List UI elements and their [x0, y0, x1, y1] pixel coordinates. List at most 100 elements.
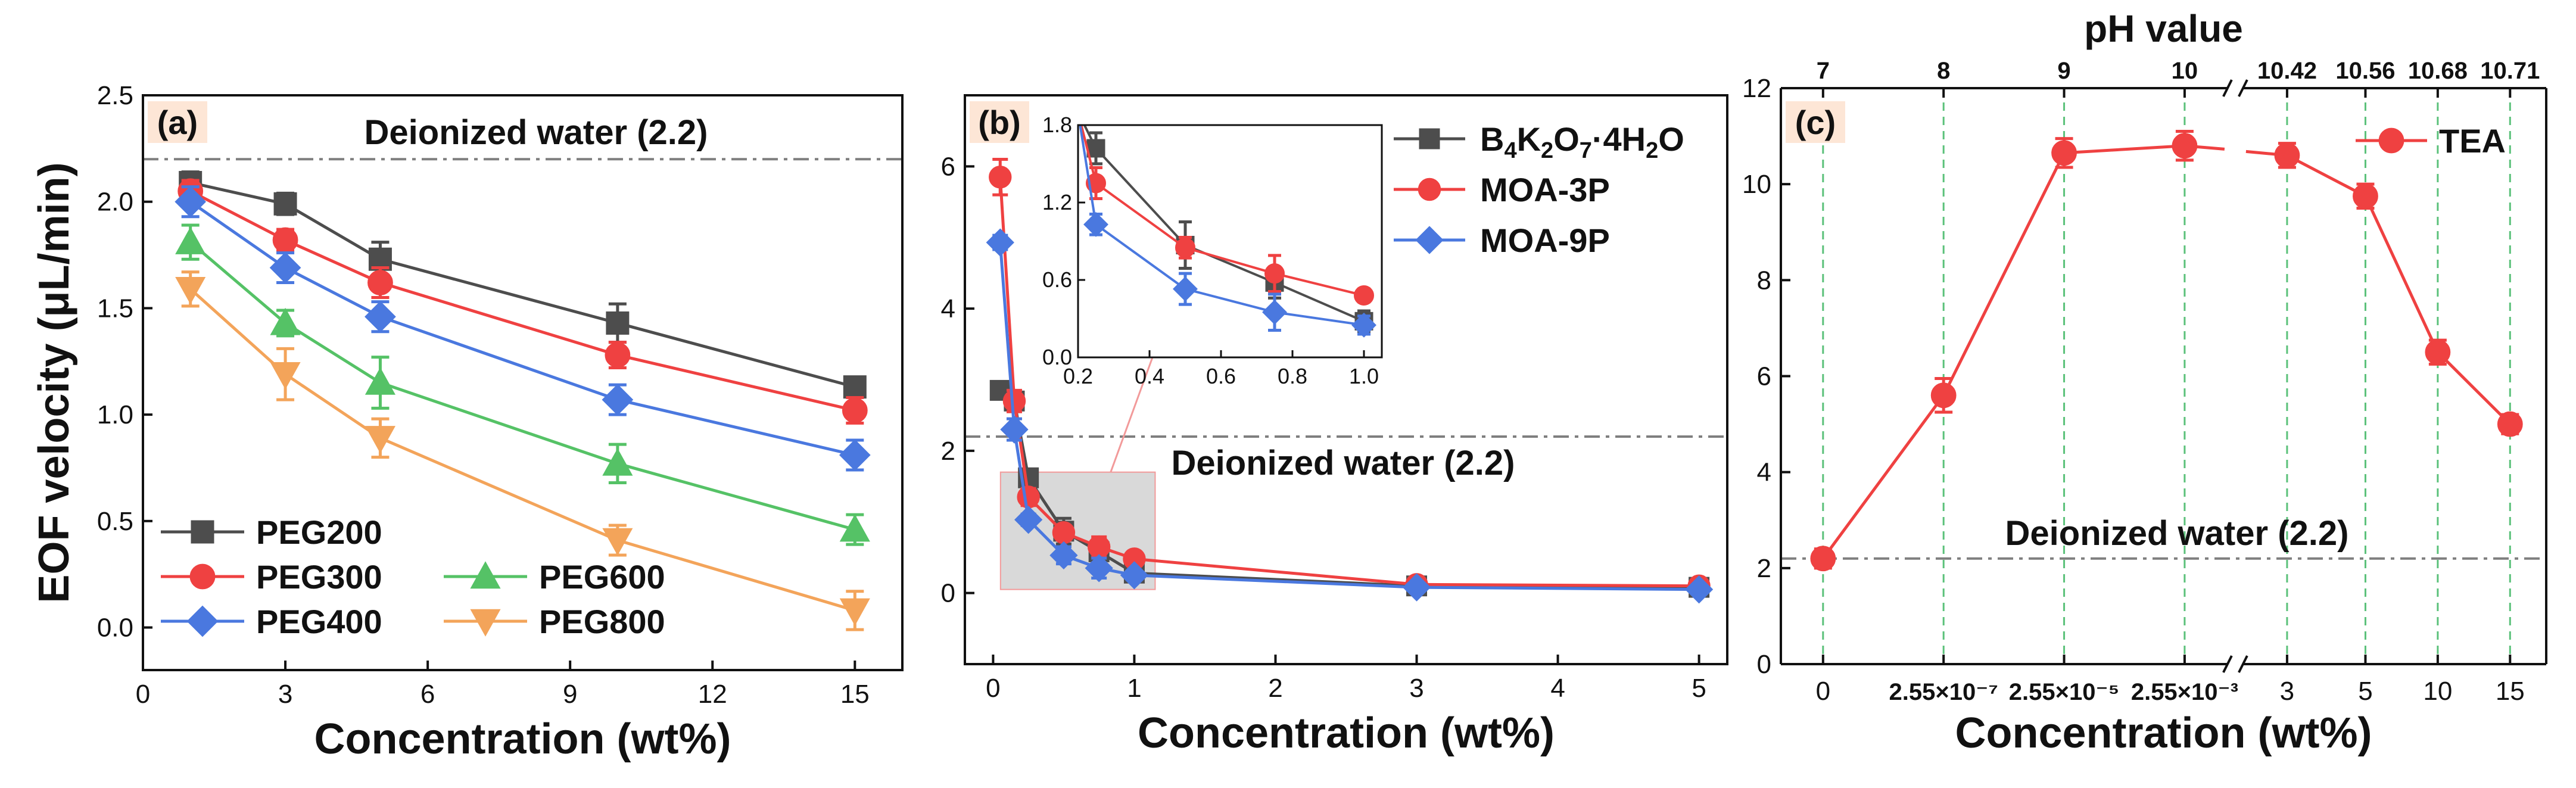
x-axis-title: Concentration (wt%) — [314, 715, 731, 763]
legend-marker — [1418, 177, 1441, 201]
inset-x-tick-label: 0.8 — [1278, 364, 1307, 388]
top-tick-label: 10.56 — [2335, 58, 2395, 84]
x-tick-label: 0 — [1816, 677, 1830, 706]
data-point — [2172, 133, 2198, 159]
top-axis-title: pH value — [2084, 7, 2243, 50]
top-tick-label: 7 — [1817, 58, 1830, 84]
data-point — [1017, 485, 1040, 509]
data-point — [1000, 415, 1029, 444]
legend-text-part: O — [1553, 120, 1580, 158]
data-point — [842, 397, 868, 423]
x-tick-label: 2.55×10⁻⁵ — [2009, 679, 2120, 705]
data-point — [1014, 506, 1043, 534]
x-tick-label: 5 — [1692, 674, 1706, 703]
x-tick-label: 1 — [1127, 674, 1141, 703]
data-point — [989, 166, 1012, 189]
top-tick-label: 10.71 — [2480, 58, 2540, 84]
panel-label: (c) — [1795, 104, 1836, 141]
series-line — [998, 177, 1699, 588]
y-tick-label: 6 — [1757, 362, 1771, 391]
data-point — [1002, 390, 1026, 413]
x-tick-label: 3 — [1409, 674, 1424, 703]
top-tick-label: 9 — [2057, 58, 2070, 84]
panel-label-bg — [1786, 101, 1845, 143]
inset-x-tick-label: 1.0 — [1349, 364, 1379, 388]
data-point — [839, 598, 870, 626]
y-tick-label: 2 — [941, 437, 955, 466]
data-point — [273, 192, 297, 216]
y-axis-title: EOF velocity (μL/min) — [30, 162, 78, 603]
legend-marker — [470, 609, 501, 637]
inset-x-tick-label: 0.2 — [1063, 364, 1093, 388]
inset-point — [1083, 211, 1108, 237]
inset-series — [1079, 125, 1376, 338]
panel-b: Deionized water (2.2)0 1 2 3 4 50246Concentra… — [941, 94, 1728, 757]
legend-label: PEG300 — [256, 558, 382, 596]
data-point — [272, 227, 298, 253]
axis-break-mark — [2222, 655, 2233, 673]
data-point — [843, 375, 867, 399]
x-tick-label: 12 — [698, 680, 727, 709]
axis-break-mark — [2222, 79, 2233, 97]
legend-text-part: K — [1517, 120, 1541, 158]
zoom-connector — [1110, 357, 1154, 473]
panel-label-bg — [148, 101, 207, 143]
y-tick-label: 0.5 — [97, 507, 133, 536]
inset-point — [1262, 300, 1287, 325]
x-tick-label: 0 — [136, 680, 150, 709]
axes-frame — [964, 94, 1728, 665]
y-tick-label: 0 — [1757, 650, 1771, 679]
reference-label: Deionized water (2.2) — [1172, 444, 1515, 482]
legend-label: MOA-9P — [1480, 222, 1610, 259]
data-point — [2497, 411, 2523, 437]
data-point — [605, 342, 631, 368]
legend-label: TEA — [2439, 122, 2506, 160]
legend-label: PEG600 — [539, 558, 665, 596]
data-point — [1085, 554, 1113, 583]
x-tick-label: 6 — [420, 680, 435, 709]
series-line-TEA — [1821, 144, 2225, 560]
inset-x-tick-label: 0.4 — [1135, 364, 1164, 388]
legend-label: MOA-3P — [1480, 171, 1610, 208]
legend-label: PEG400 — [256, 603, 382, 640]
legend-text-part: ·4H — [1592, 120, 1646, 158]
legend-label: B4K2O7·4H2O — [1480, 120, 1684, 163]
y-tick-label: 1.0 — [97, 400, 133, 429]
x-tick-label: 5 — [2358, 677, 2372, 706]
data-point — [839, 514, 870, 542]
legend-label: PEG200 — [256, 513, 382, 551]
x-axis-title: Concentration (wt%) — [1138, 709, 1555, 757]
data-point — [365, 426, 395, 454]
data-point — [2353, 183, 2378, 209]
legend-text-part: O — [1658, 120, 1684, 158]
inset-y-tick-label: 1.8 — [1042, 113, 1072, 137]
legend-marker — [470, 561, 501, 589]
data-point — [1810, 546, 1836, 572]
reference-label: Deionized water (2.2) — [2005, 514, 2349, 553]
data-point — [270, 362, 301, 390]
data-point — [1049, 541, 1078, 570]
y-tick-label: 10 — [1742, 170, 1771, 199]
panel-label: (b) — [978, 104, 1021, 141]
panel-a: Deionized water (2.2) 0 3 6 9 12 15 0.0 0.5 1.0 1.… — [30, 81, 904, 763]
axis-break-mark — [2238, 79, 2248, 97]
legend-text-part: 2 — [1646, 138, 1658, 163]
data-point — [365, 301, 396, 333]
legend-marker — [191, 520, 214, 544]
panel-c: Deionized water (2.2) 0 2 4 6 8 10 12 0 7 2.55×10⁻… — [1742, 7, 2547, 757]
x-tick-label: 2 — [1268, 674, 1282, 703]
top-tick-label: 8 — [1937, 58, 1950, 84]
y-tick-label: 0 — [941, 579, 955, 608]
inset-point — [1351, 312, 1376, 338]
data-point — [1120, 561, 1149, 590]
axes-frame — [142, 94, 904, 671]
data-point — [2274, 142, 2300, 169]
legend-text-part: 4 — [1504, 138, 1516, 163]
legend-text-part: 2 — [1541, 138, 1553, 163]
data-point — [602, 384, 634, 416]
legend-marker — [189, 563, 216, 590]
y-tick-label: 0.0 — [97, 613, 133, 643]
series-line-TEA — [2245, 149, 2512, 425]
data-point — [2051, 140, 2077, 166]
